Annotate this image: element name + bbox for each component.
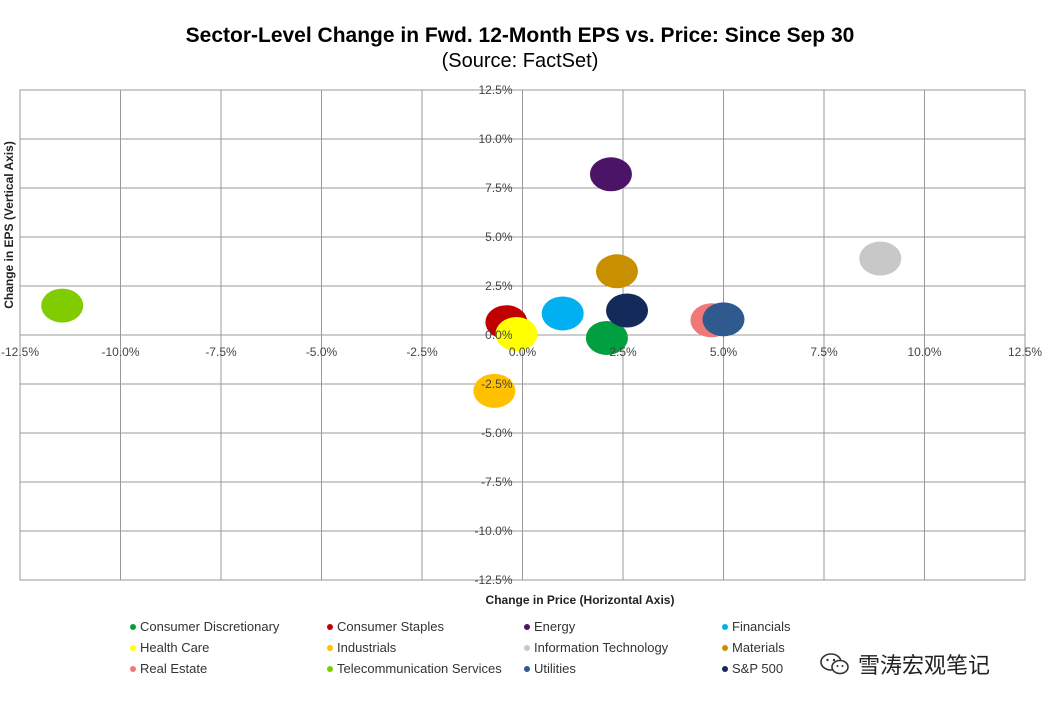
legend-label: Industrials	[337, 640, 397, 655]
legend-label: Consumer Staples	[337, 619, 444, 634]
legend-marker-icon	[524, 623, 530, 630]
x-tick-label: 7.5%	[810, 345, 838, 359]
x-tick-label: 5.0%	[710, 345, 738, 359]
legend-marker-icon	[327, 665, 333, 672]
data-point-information-technology	[859, 241, 902, 276]
legend-marker-icon	[722, 644, 728, 651]
legend-item: Utilities	[524, 660, 722, 677]
x-tick-label: -5.0%	[306, 345, 338, 359]
legend-item: Financials	[722, 618, 922, 635]
legend-label: Health Care	[140, 640, 210, 655]
y-tick-label: -10.0%	[474, 524, 512, 538]
legend-item: Real Estate	[130, 660, 327, 677]
y-tick-label: 2.5%	[485, 279, 513, 293]
y-tick-label: 7.5%	[485, 181, 513, 195]
legend-item: Consumer Discretionary	[130, 618, 327, 635]
legend-marker-icon	[130, 665, 136, 672]
y-tick-label: 12.5%	[478, 83, 512, 97]
legend-item: S&P 500	[722, 660, 922, 677]
y-tick-label: 10.0%	[478, 132, 512, 146]
legend-label: Utilities	[534, 661, 576, 676]
data-point-financials	[541, 296, 584, 331]
legend-item: Energy	[524, 618, 722, 635]
legend-item: Industrials	[327, 639, 524, 656]
legend-marker-icon	[524, 644, 530, 651]
legend-label: Telecommunication Services	[337, 661, 502, 676]
y-tick-label: -12.5%	[474, 573, 512, 587]
data-point-s-p-500	[606, 293, 649, 328]
legend-label: Real Estate	[140, 661, 208, 676]
legend-label: Consumer Discretionary	[140, 619, 280, 634]
y-tick-label: -2.5%	[481, 377, 513, 391]
watermark-text: 雪涛宏观笔记	[858, 653, 991, 678]
y-axis-label: Change in EPS (Vertical Axis)	[2, 141, 16, 309]
data-point-energy	[589, 157, 632, 192]
legend-item: Consumer Staples	[327, 618, 524, 635]
x-tick-label: 2.5%	[609, 345, 637, 359]
legend-marker-icon	[327, 644, 333, 651]
legend-item: Health Care	[130, 639, 327, 656]
y-tick-label: -7.5%	[481, 475, 513, 489]
legend-label: Energy	[534, 619, 576, 634]
data-point-health-care	[495, 317, 538, 352]
x-tick-label: -2.5%	[406, 345, 438, 359]
y-tick-label: 5.0%	[485, 230, 513, 244]
legend-marker-icon	[524, 665, 530, 672]
legend-label: Materials	[732, 640, 785, 655]
data-point-consumer-discretionary	[585, 320, 628, 355]
x-tick-label: -12.5%	[1, 345, 39, 359]
x-tick-label: 0.0%	[509, 345, 537, 359]
legend-item: Information Technology	[524, 639, 722, 656]
legend-label: S&P 500	[732, 661, 784, 676]
data-point-utilities	[702, 302, 745, 337]
data-point-telecommunication-services	[41, 288, 84, 323]
legend: Consumer Discretionary Consumer Staples En…	[130, 618, 930, 677]
y-tick-label: 0.0%	[485, 328, 513, 342]
x-tick-label: -10.0%	[101, 345, 139, 359]
legend-label: Financials	[732, 619, 791, 634]
legend-item: Materials	[722, 639, 922, 656]
y-tick-label: -5.0%	[481, 426, 513, 440]
chart-title: Sector-Level Change in Fwd. 12-Month EPS…	[185, 24, 855, 47]
wechat-icon	[820, 653, 849, 675]
legend-label: Information Technology	[534, 640, 669, 655]
x-tick-label: 12.5%	[1008, 345, 1042, 359]
x-tick-label: 10.0%	[907, 345, 941, 359]
legend-marker-icon	[130, 623, 136, 630]
legend-item: Telecommunication Services	[327, 660, 524, 677]
data-point-materials	[595, 254, 638, 289]
legend-marker-icon	[722, 665, 728, 672]
data-point-industrials	[473, 373, 516, 408]
legend-marker-icon	[130, 644, 136, 651]
legend-marker-icon	[722, 623, 728, 630]
legend-marker-icon	[327, 623, 333, 630]
chart-subtitle: (Source: FactSet)	[441, 50, 599, 72]
x-tick-label: -7.5%	[205, 345, 237, 359]
x-axis-label: Change in Price (Horizontal Axis)	[486, 593, 675, 607]
watermark: 雪涛宏观笔记	[820, 648, 990, 680]
